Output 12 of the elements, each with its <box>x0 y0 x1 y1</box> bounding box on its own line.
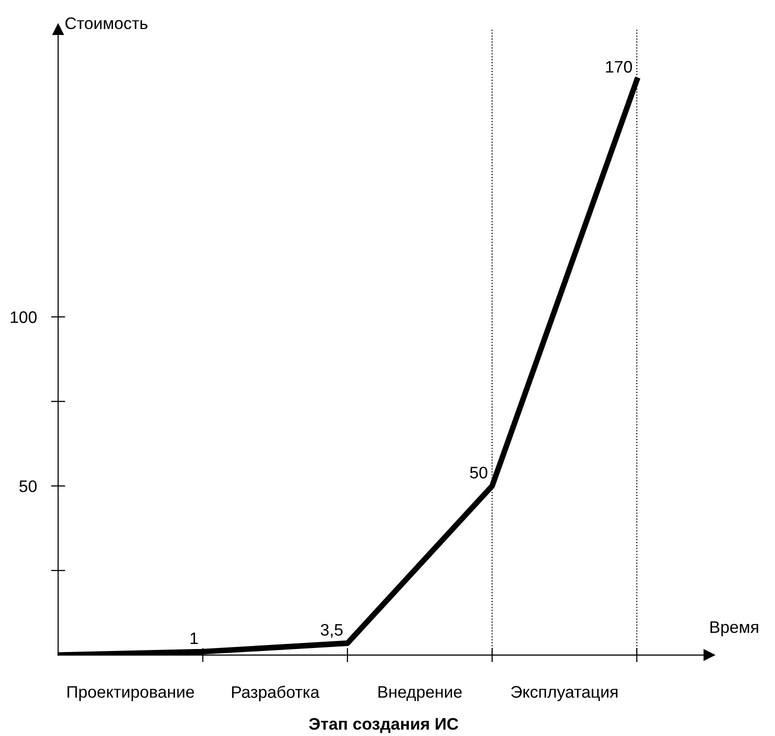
text: Проектирование <box>68 686 194 702</box>
y-axis-title: Стоимость <box>65 17 148 30</box>
data-label: 170 <box>606 60 632 73</box>
y-tick-label: 100 <box>10 311 37 324</box>
data-label: 50 <box>470 466 488 478</box>
text: Разработка <box>232 686 320 702</box>
data-label: 1 <box>190 632 198 644</box>
text: Внедрение <box>378 686 462 702</box>
data-label: 3,5 <box>320 624 343 638</box>
x-axis-title: Этап создания ИС <box>309 718 458 733</box>
text: Эксплуатация <box>511 686 618 702</box>
text: Время <box>710 621 758 636</box>
